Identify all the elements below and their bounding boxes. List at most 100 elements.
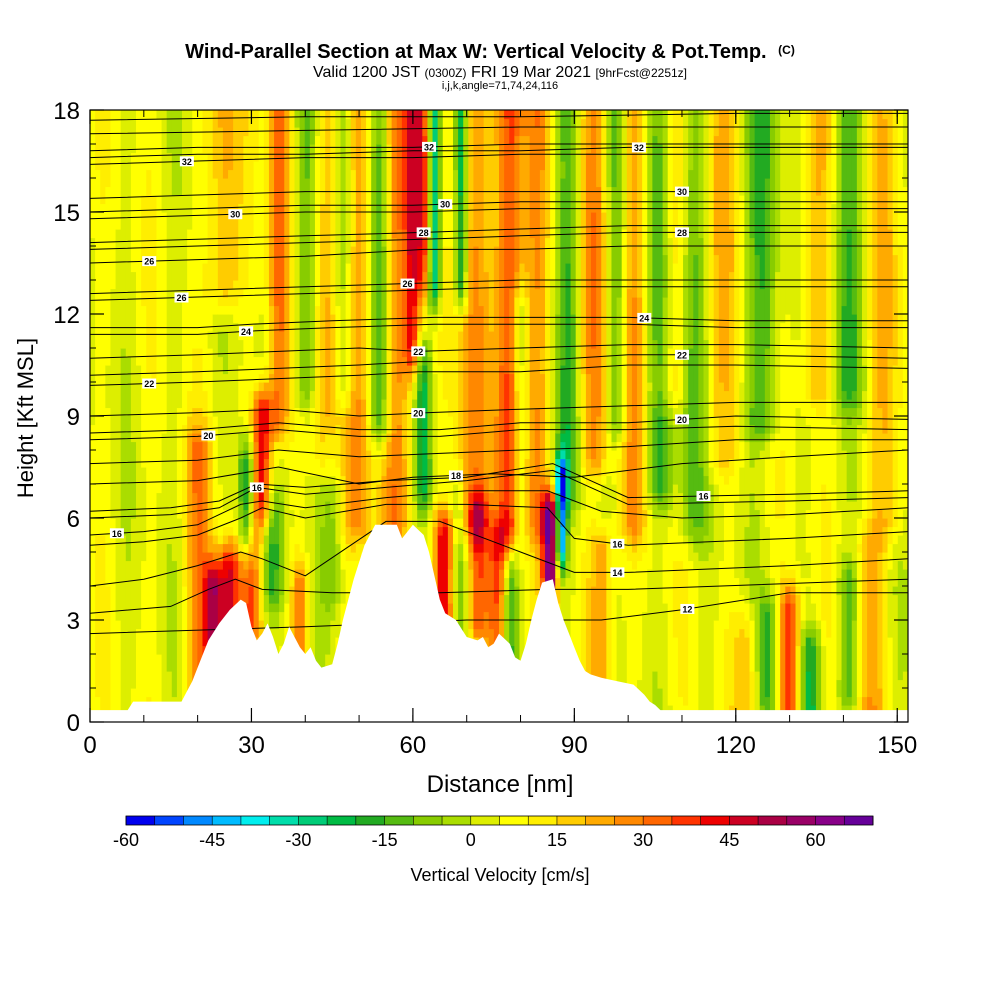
velocity-cell	[698, 110, 705, 239]
velocity-cell	[642, 110, 648, 324]
velocity-cell	[427, 518, 434, 562]
velocity-cell	[642, 526, 648, 553]
isentrope-label: 22	[144, 379, 154, 389]
velocity-cell	[299, 518, 306, 553]
velocity-cell	[197, 110, 204, 349]
velocity-cell	[672, 424, 679, 485]
velocity-cell	[504, 569, 510, 579]
velocity-cell	[831, 424, 838, 722]
velocity-cell	[228, 526, 234, 536]
velocity-cell	[299, 110, 306, 392]
velocity-cell	[836, 229, 843, 400]
velocity-cell	[560, 365, 567, 434]
velocity-cell	[488, 509, 495, 528]
velocity-cell	[565, 577, 572, 672]
velocity-cell	[222, 509, 229, 528]
velocity-cell	[182, 586, 188, 722]
velocity-cell	[795, 339, 802, 409]
velocity-cell	[810, 620, 817, 630]
velocity-cell	[447, 603, 454, 621]
isentrope-line	[90, 143, 908, 152]
isentrope-line	[90, 439, 908, 465]
velocity-cell	[202, 297, 209, 392]
velocity-cell	[228, 169, 234, 290]
velocity-cell	[90, 424, 96, 722]
velocity-cell	[222, 373, 229, 511]
velocity-cell	[488, 110, 495, 332]
velocity-cell	[95, 696, 101, 722]
velocity-cell	[274, 390, 280, 426]
velocity-cell	[800, 110, 807, 417]
velocity-cell	[468, 229, 475, 315]
isentrope-label: 26	[144, 257, 154, 267]
velocity-cell	[268, 543, 275, 596]
velocity-cell	[493, 509, 500, 519]
velocity-cell	[263, 611, 270, 630]
velocity-cell	[631, 543, 638, 553]
velocity-cell	[585, 526, 592, 579]
velocity-cell	[243, 433, 250, 443]
velocity-cell	[591, 518, 597, 536]
velocity-cell	[539, 484, 546, 494]
velocity-cell	[207, 331, 214, 349]
velocity-cell	[703, 339, 710, 477]
velocity-cell	[677, 560, 684, 698]
velocity-cell	[529, 526, 536, 545]
velocity-cell	[529, 475, 536, 528]
velocity-cell	[504, 594, 510, 655]
velocity-cell	[412, 365, 418, 375]
velocity-cell	[422, 382, 429, 494]
velocity-cell	[355, 526, 362, 536]
velocity-cell	[320, 110, 326, 205]
velocity-cell	[233, 535, 239, 545]
velocity-cell	[764, 348, 771, 434]
velocity-cell	[253, 569, 260, 638]
velocity-cell	[401, 399, 408, 460]
velocity-cell	[611, 424, 618, 443]
colorbar-tick-label: -45	[199, 830, 225, 850]
velocity-cell	[345, 526, 352, 545]
velocity-cell	[299, 390, 306, 409]
colorbar-swatch	[614, 816, 644, 825]
velocity-cell	[739, 611, 745, 630]
x-tick-label: 120	[716, 732, 756, 759]
velocity-cell	[401, 110, 408, 230]
velocity-cell	[156, 492, 163, 655]
velocity-cell	[647, 569, 653, 722]
velocity-cell	[575, 509, 582, 536]
isentrope-label: 28	[419, 228, 429, 238]
velocity-cell	[228, 305, 234, 315]
subtitle-fcst: [9hrFcst@2251z]	[595, 66, 687, 80]
velocity-cell	[90, 237, 96, 426]
velocity-cell	[810, 110, 817, 400]
velocity-cell	[534, 535, 541, 545]
velocity-cell	[468, 552, 475, 570]
isentrope-label-bg	[142, 256, 157, 267]
velocity-cell	[136, 365, 142, 630]
velocity-cell	[238, 518, 244, 536]
velocity-cell	[826, 501, 832, 638]
velocity-cell	[233, 305, 239, 324]
velocity-cell	[805, 671, 812, 715]
velocity-cell	[248, 560, 255, 570]
velocity-cell	[509, 373, 515, 519]
velocity-cell	[268, 484, 275, 494]
velocity-cell	[238, 110, 244, 205]
velocity-cell	[105, 110, 112, 188]
velocity-cell	[325, 416, 331, 434]
velocity-cell	[683, 254, 689, 409]
velocity-cell	[570, 526, 577, 596]
velocity-cell	[555, 467, 561, 494]
velocity-cell	[268, 526, 275, 545]
velocity-cell	[836, 594, 843, 681]
velocity-cell	[805, 577, 812, 587]
velocity-cell	[376, 450, 383, 460]
velocity-cell	[836, 577, 843, 596]
velocity-cell	[478, 628, 485, 638]
x-tick-label: 30	[238, 732, 265, 759]
velocity-cell	[406, 390, 413, 536]
velocity-cell	[478, 110, 485, 307]
velocity-cell	[529, 237, 536, 477]
colorbar-swatch	[700, 816, 730, 825]
velocity-cell	[744, 637, 751, 722]
